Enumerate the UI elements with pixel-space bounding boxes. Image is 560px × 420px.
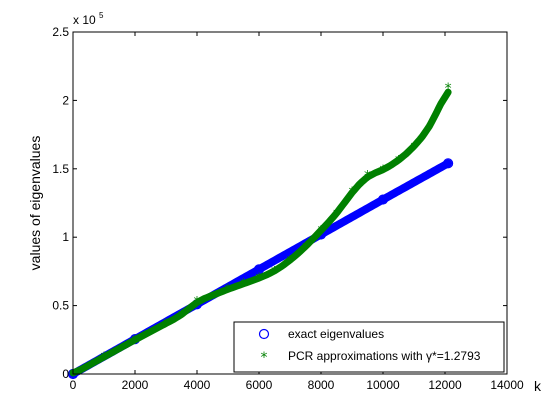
axes-box <box>72 31 508 375</box>
pcr-approximation-point: * <box>132 333 139 349</box>
pcr-approximation-point: * <box>426 121 433 137</box>
ticks-layer: 0 2000 4000 6000 8000 10000 12000 14000 0 0.5 1 1.5… <box>52 25 524 392</box>
pcr-approximation-point: * <box>395 154 402 170</box>
y-tick-label: 1.5 <box>52 162 69 176</box>
pcr-approximation-point: * <box>70 367 77 383</box>
exact-eigenvalue-point <box>253 264 265 275</box>
pcr-approximation-point: * <box>178 308 185 324</box>
y-tick-label: 0 <box>62 367 69 381</box>
x-tick-label: 14000 <box>490 378 524 392</box>
legend-box <box>233 321 505 373</box>
x-tick-label: 0 <box>70 378 77 392</box>
x-axis-label: k <box>534 378 542 394</box>
pcr-approximation-point: * <box>333 207 340 223</box>
pcr-approximation-point: * <box>318 223 325 239</box>
series-layer: * * * * * * * * * * * * * * * * * * * * * <box>67 81 454 383</box>
pcr-approximation-point: * <box>445 81 452 97</box>
legend: exact eigenvalues * PCR approximations w… <box>233 321 505 373</box>
pcr-approximation-point: * <box>411 140 418 156</box>
pcr-approximation-point: * <box>271 264 278 280</box>
pcr-approximation-point: * <box>349 185 356 201</box>
pcr-approximation-point: * <box>240 277 247 293</box>
pcr-approximation-point: * <box>225 282 232 298</box>
pcr-approximation-point: * <box>302 240 309 256</box>
legend-entry-exact: exact eigenvalues <box>288 327 384 341</box>
y-tick-label: 2 <box>62 93 69 107</box>
pcr-approximations-band <box>69 88 452 377</box>
x-tick-label: 2000 <box>122 378 149 392</box>
y-tick-label: 1 <box>62 230 69 244</box>
x-tick-label: 10000 <box>366 378 400 392</box>
pcr-approximation-point: * <box>380 163 387 179</box>
y-tick-label: 0.5 <box>52 299 69 313</box>
pcr-approximation-point: * <box>163 316 170 332</box>
plot-area <box>73 32 507 374</box>
y-exponent-power: 5 <box>99 11 104 20</box>
pcr-approximation-point: * <box>256 271 263 287</box>
x-tick-label: 6000 <box>246 378 273 392</box>
pcr-approximation-point: * <box>194 294 201 310</box>
legend-marker-pcr: * <box>261 350 268 366</box>
y-exponent-label: x 10 5 <box>73 11 104 27</box>
pcr-approximation-point: * <box>287 253 294 269</box>
y-tick-label: 2.5 <box>52 25 69 39</box>
legend-entry-pcr: PCR approximations with γ*=1.2793 <box>288 349 481 363</box>
exact-eigenvalue-point <box>443 158 454 169</box>
pcr-approximation-point: * <box>101 350 108 366</box>
pcr-approximation-point: * <box>364 169 371 185</box>
exact-eigenvalue-point <box>377 194 389 205</box>
x-tick-label: 4000 <box>184 378 211 392</box>
legend-marker-exact <box>258 328 270 340</box>
x-tick-label: 8000 <box>308 378 335 392</box>
y-axis-label: values of eigenvalues <box>27 136 43 271</box>
x-tick-label: 12000 <box>428 378 462 392</box>
series-pcr-approximations: * * * * * * * * * * * * * * * * * * * * * <box>69 81 452 383</box>
